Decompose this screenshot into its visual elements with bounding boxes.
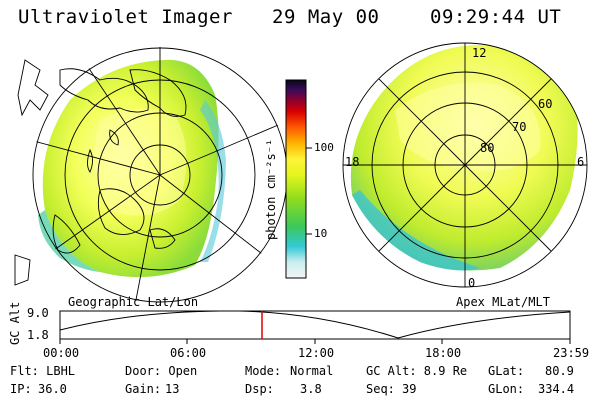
info-door: Door: Open: [125, 364, 198, 378]
altitude-x-tick-1200: 12:00: [298, 346, 335, 360]
altitude-plot-frame: [59, 310, 571, 340]
info-glat-label: GLat:: [488, 364, 525, 378]
info-glon-label: GLon:: [488, 382, 525, 396]
geographic-dim-region: [38, 210, 100, 272]
altitude-y-tick-low: 1.8: [27, 328, 49, 342]
altitude-x-tick-0000: 00:00: [43, 346, 80, 360]
instrument-title: Ultraviolet Imager: [18, 6, 233, 28]
colorbar-label-100: 100: [314, 141, 334, 154]
info-ip-label: IP:: [10, 382, 32, 396]
info-glon-value: 334.4: [538, 382, 575, 396]
geographic-panel: [14, 47, 288, 303]
mlat-label-60: 60: [538, 97, 553, 111]
colorbar-unit-label: photon cm⁻²s⁻¹: [264, 138, 278, 240]
info-mode-label: Mode:: [245, 364, 282, 378]
geographic-caption: Geographic Lat/Lon: [68, 295, 199, 309]
time-label: 09:29:44 UT: [430, 6, 562, 28]
info-mode-value: Normal: [290, 364, 334, 378]
info-seq-value: 39: [402, 382, 417, 396]
altitude-x-tick-1800: 18:00: [425, 346, 462, 360]
info-flt: Flt: LBHL: [10, 364, 76, 378]
colorbar-label-10: 10: [314, 227, 328, 240]
altitude-y-tick-high: 9.0: [27, 306, 49, 320]
altitude-x-ticks: [59, 339, 571, 344]
apex-caption: Apex MLat/MLT: [456, 295, 550, 309]
mlt-label-12: 12: [472, 46, 487, 60]
info-dsp-label: Dsp:: [245, 382, 274, 396]
info-gc-alt: GC Alt: 8.9 Re: [366, 364, 468, 378]
altitude-plot: [59, 310, 571, 344]
info-ip-value: 36.0: [38, 382, 67, 396]
altitude-curve: [59, 310, 571, 339]
apex-panel: [342, 42, 588, 288]
altitude-x-tick-0600: 06:00: [170, 346, 207, 360]
date-label: 29 May 00: [272, 6, 380, 28]
info-glat-value: 80.9: [545, 364, 574, 378]
info-seq-label: Seq:: [366, 382, 395, 396]
apex-bright-oval: [395, 82, 541, 171]
info-gain-value: 13: [165, 382, 180, 396]
altitude-x-tick-2359: 23:59: [553, 346, 590, 360]
info-gain-label: Gain:: [125, 382, 162, 396]
apex-dim-region: [352, 190, 480, 271]
mlt-label-0: 0: [468, 276, 476, 290]
mlat-label-80: 80: [480, 141, 495, 155]
mlat-label-70: 70: [512, 120, 527, 134]
apex-grid: [342, 42, 588, 288]
coastline-outlines: [14, 59, 187, 286]
mlt-label-18: 18: [345, 155, 360, 169]
altitude-axis-label: GC Alt: [8, 301, 22, 345]
info-dsp-value: 3.8: [300, 382, 322, 396]
geographic-inner-bright: [94, 108, 187, 216]
mlt-label-6: 6: [577, 155, 585, 169]
colorbar: [285, 79, 307, 279]
